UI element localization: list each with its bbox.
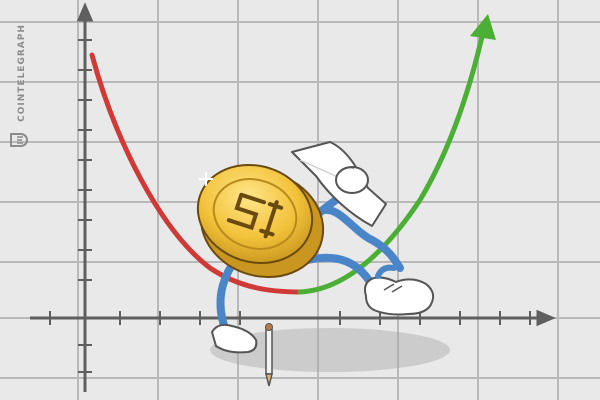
cointelegraph-watermark: COINTELEGRAPH <box>8 18 34 148</box>
sneaker-icon <box>364 264 435 316</box>
green-up-curve <box>297 25 487 295</box>
glove-upper <box>335 166 369 194</box>
up-arrow-icon <box>470 14 496 40</box>
sparkle-icon <box>199 172 213 186</box>
y-axis-arrow-icon <box>76 2 94 22</box>
cointelegraph-logo-icon <box>10 133 29 147</box>
red-down-curve <box>89 52 303 295</box>
x-axis-arrow-icon <box>536 309 556 327</box>
pencil-icon <box>265 323 273 387</box>
glove-lower <box>210 323 258 354</box>
axis-ticks <box>49 39 531 373</box>
coin-symbol-icon <box>226 192 284 239</box>
watermark-brand-text: COINTELEGRAPH <box>17 24 27 122</box>
coin-character <box>196 163 325 279</box>
